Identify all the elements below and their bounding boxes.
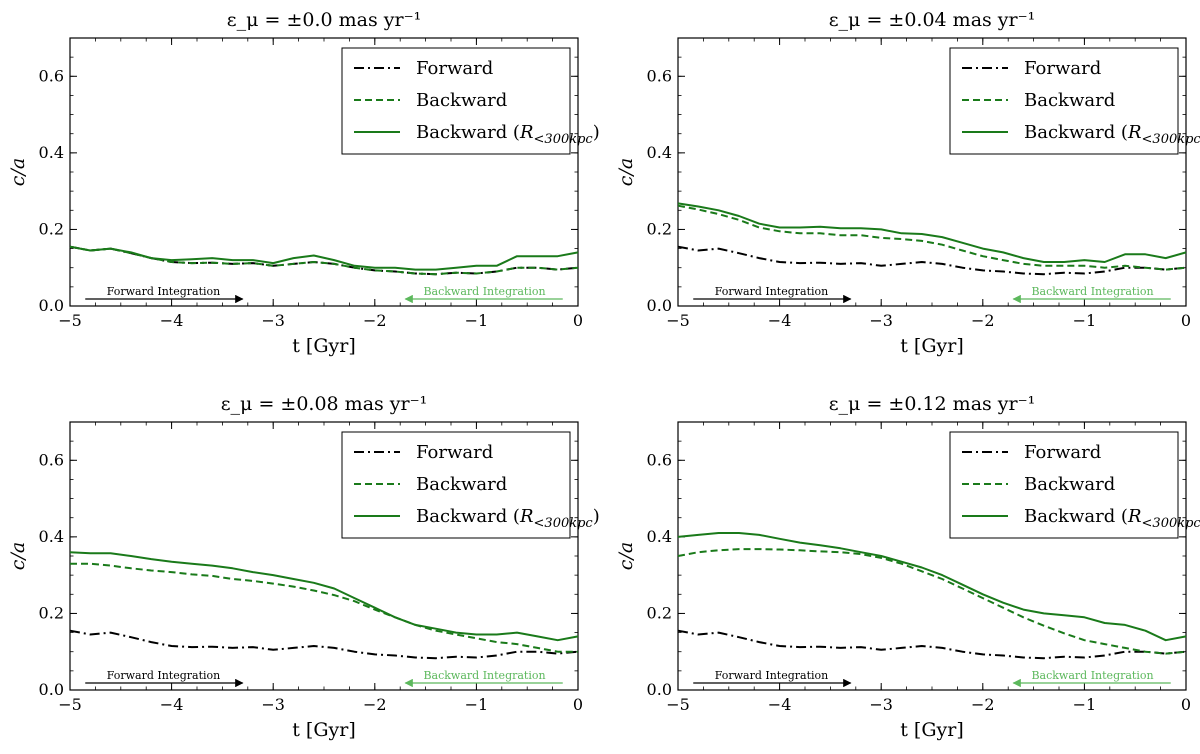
legend-label: Forward xyxy=(416,442,493,463)
series-line-backward xyxy=(70,562,578,653)
x-tick-label: −1 xyxy=(1073,311,1097,330)
y-tick-label: 0.6 xyxy=(647,66,672,85)
forward-integration-label: Forward Integration xyxy=(107,669,221,682)
y-tick-label: 0.4 xyxy=(647,527,672,546)
y-tick-label: 0.6 xyxy=(39,66,64,85)
y-tick-label: 0.6 xyxy=(647,450,672,469)
legend-label: Backward xyxy=(1024,90,1115,111)
forward-integration-label: Forward Integration xyxy=(715,669,829,682)
x-tick-label: 0 xyxy=(1181,311,1191,330)
legend-label: Forward xyxy=(416,58,493,79)
series-line-backward xyxy=(69,245,579,276)
legend-label: Backward (R<300kpc) xyxy=(416,506,600,531)
forward-integration-label: Forward Integration xyxy=(107,285,221,298)
y-tick-label: 0.2 xyxy=(39,219,64,238)
y-tick-label: 0.0 xyxy=(39,680,64,699)
series-line-backward-r-300kpc- xyxy=(677,202,1187,263)
x-tick-label: −2 xyxy=(363,311,387,330)
legend-label: Backward xyxy=(416,90,507,111)
x-tick-label: −2 xyxy=(971,695,995,714)
x-tick-label: −4 xyxy=(160,695,184,714)
x-tick-label: −5 xyxy=(666,311,690,330)
x-tick-label: −2 xyxy=(971,311,995,330)
x-tick-label: −4 xyxy=(768,695,792,714)
forward-integration-label: Forward Integration xyxy=(715,285,829,298)
x-tick-label: −1 xyxy=(465,311,489,330)
x-axis-label: t [Gyr] xyxy=(900,719,964,741)
backward-integration-label: Backward Integration xyxy=(423,285,545,298)
series-line-backward xyxy=(677,548,1187,655)
series-line-forward xyxy=(677,245,1187,276)
backward-integration-label: Backward Integration xyxy=(423,669,545,682)
x-tick-label: 0 xyxy=(1181,695,1191,714)
legend-label: Backward xyxy=(1024,474,1115,495)
y-tick-label: 0.6 xyxy=(39,450,64,469)
backward-integration-label: Backward Integration xyxy=(1031,285,1153,298)
x-tick-label: 0 xyxy=(573,311,583,330)
series-line-forward xyxy=(69,629,579,660)
x-tick-label: −2 xyxy=(363,695,387,714)
y-tick-label: 0.4 xyxy=(39,143,64,162)
legend-label: Forward xyxy=(1024,442,1101,463)
chart-title: ε_μ = ±0.04 mas yr⁻¹ xyxy=(829,9,1036,31)
chart-title: ε_μ = ±0.08 mas yr⁻¹ xyxy=(221,393,428,415)
y-tick-label: 0.4 xyxy=(647,143,672,162)
x-tick-label: −3 xyxy=(261,311,285,330)
x-tick-label: −5 xyxy=(58,311,82,330)
series-line-forward xyxy=(677,629,1187,660)
x-tick-label: −3 xyxy=(261,695,285,714)
x-tick-label: −1 xyxy=(1073,695,1097,714)
x-tick-label: −3 xyxy=(869,695,893,714)
y-axis-label: c/a xyxy=(7,158,29,186)
x-tick-label: −3 xyxy=(869,311,893,330)
x-axis-label: t [Gyr] xyxy=(292,719,356,741)
x-tick-label: −5 xyxy=(58,695,82,714)
y-tick-label: 0.0 xyxy=(647,680,672,699)
y-axis-label: c/a xyxy=(615,158,637,186)
x-tick-label: −4 xyxy=(160,311,184,330)
series-line-backward xyxy=(677,204,1187,271)
y-tick-label: 0.0 xyxy=(39,296,64,315)
x-tick-label: 0 xyxy=(573,695,583,714)
x-axis-label: t [Gyr] xyxy=(900,335,964,357)
series-line-backward-r-300kpc- xyxy=(677,532,1187,642)
y-tick-label: 0.2 xyxy=(647,603,672,622)
y-tick-label: 0.2 xyxy=(39,603,64,622)
chart-panel-2: ε_μ = ±0.04 mas yr⁻¹ −5 −4 −3 −2 −1 0 0.0 0.2 0.4… xyxy=(615,9,1200,357)
legend-label: Forward xyxy=(1024,58,1101,79)
legend-label: Backward xyxy=(416,474,507,495)
chart-panel-3: ε_μ = ±0.08 mas yr⁻¹ −5 −4 −3 −2 −1 0 0.0 0.2 0.4… xyxy=(7,393,600,741)
legend: Forward Backward Backward (R<300kpc) xyxy=(341,431,600,539)
x-tick-label: −4 xyxy=(768,311,792,330)
y-tick-label: 0.2 xyxy=(647,219,672,238)
chart-panel-4: ε_μ = ±0.12 mas yr⁻¹ −5 −4 −3 −2 −1 0 0.0 0.2 0.4… xyxy=(615,393,1200,741)
series-line-backward-r-300kpc- xyxy=(69,245,579,271)
series-line-backward-r-300kpc- xyxy=(69,551,579,642)
chart-title: ε_μ = ±0.12 mas yr⁻¹ xyxy=(829,393,1036,415)
x-axis-label: t [Gyr] xyxy=(292,335,356,357)
y-tick-label: 0.4 xyxy=(39,527,64,546)
x-tick-label: −1 xyxy=(465,695,489,714)
y-tick-label: 0.0 xyxy=(647,296,672,315)
y-axis-label: c/a xyxy=(7,542,29,570)
x-tick-label: −5 xyxy=(666,695,690,714)
chart-title: ε_μ = ±0.0 mas yr⁻¹ xyxy=(227,9,421,31)
chart-panel-1: ε_μ = ±0.0 mas yr⁻¹ −5 −4 −3 −2 −1 0 0.0 0.2 0.4 0… xyxy=(7,9,600,357)
backward-integration-label: Backward Integration xyxy=(1031,669,1153,682)
y-axis-label: c/a xyxy=(615,542,637,570)
